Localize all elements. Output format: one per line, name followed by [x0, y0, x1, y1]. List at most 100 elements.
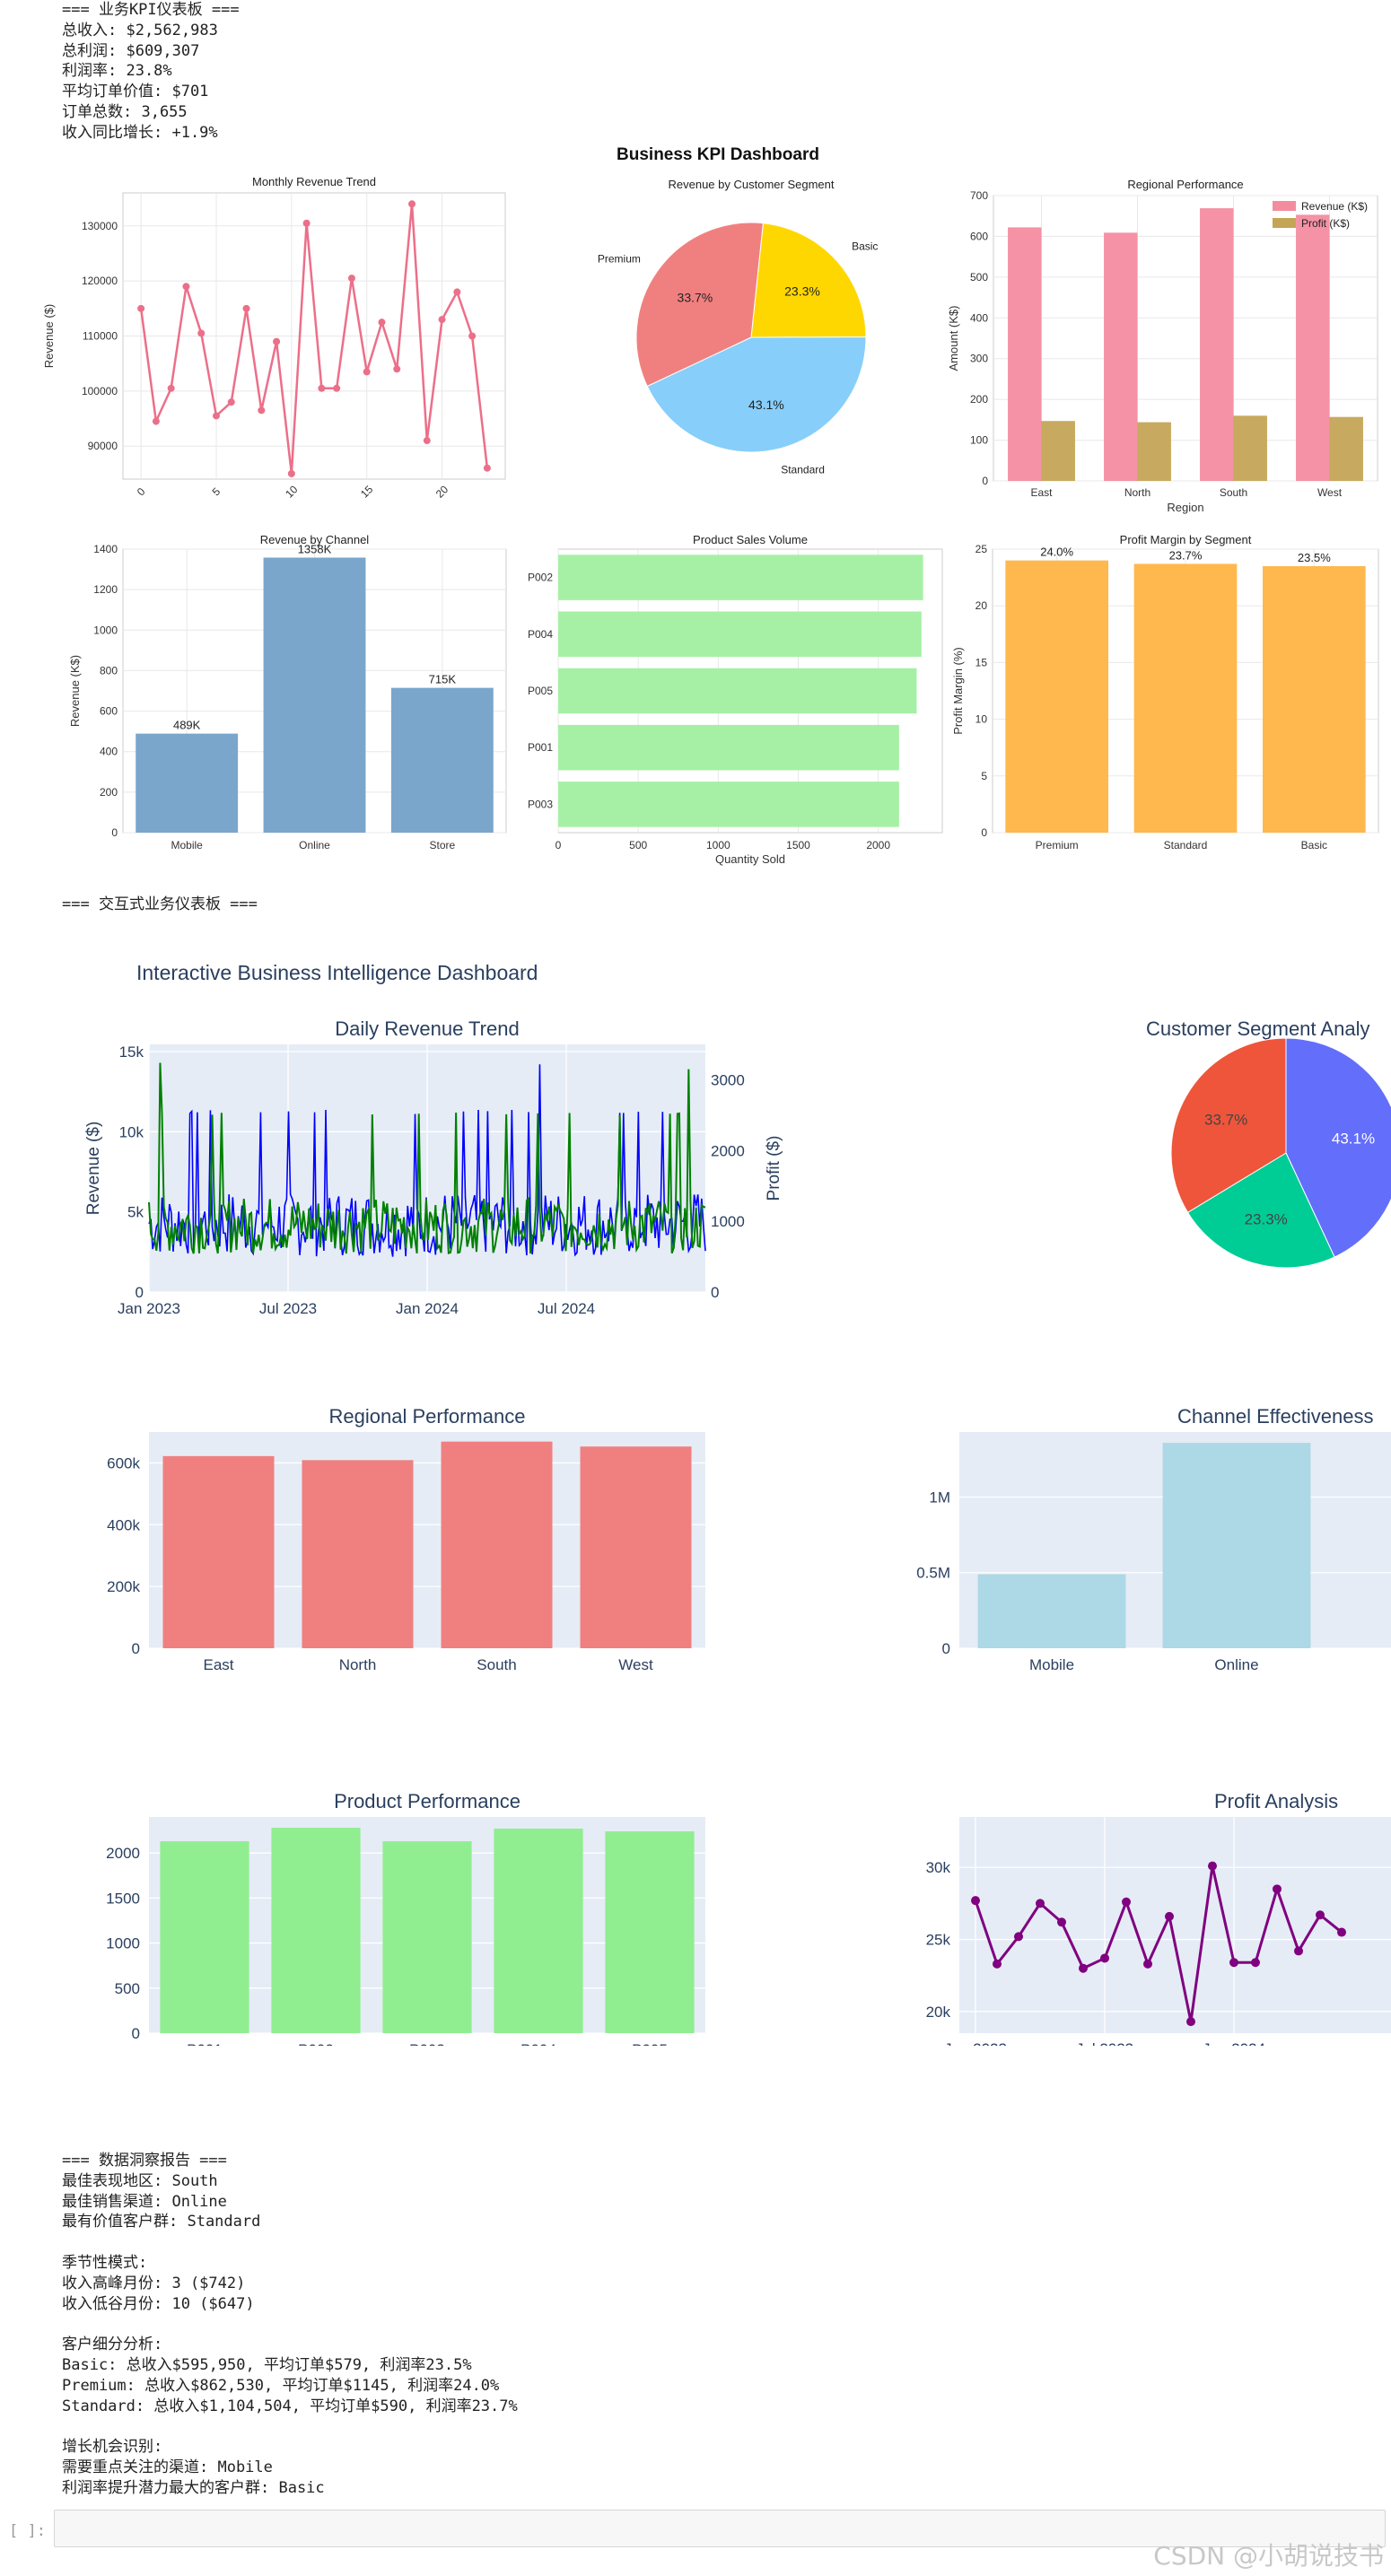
y-tick-label: P004 [528, 628, 553, 641]
y-tick-label: 0 [132, 2025, 140, 2042]
pie-percent-label: 33.7% [1204, 1111, 1247, 1128]
data-point [227, 398, 235, 406]
data-point [453, 288, 461, 296]
bar [263, 557, 366, 833]
y-tick-label: 30k [926, 1859, 951, 1876]
plotly-dashboard-title: Interactive Business Intelligence Dashbo… [136, 961, 538, 984]
insight-line [62, 2416, 518, 2437]
chart-title: Monthly Revenue Trend [252, 175, 376, 188]
y-tick-label: 20 [975, 599, 988, 612]
y2-tick-label: 1000 [711, 1213, 745, 1230]
chart-title: Daily Revenue Trend [335, 1017, 519, 1040]
pie-percent-label: 43.1% [1332, 1130, 1375, 1147]
data-point [1251, 1958, 1260, 1968]
bar [558, 782, 899, 827]
y-tick-label: 600 [100, 705, 118, 718]
bar-revenue [1200, 208, 1234, 481]
pie-slice [1170, 1037, 1287, 1213]
chart-title: Revenue by Channel [260, 533, 370, 546]
bar-revenue [1008, 227, 1042, 481]
product-volume-chart: Product Sales Volume 0 500 1000 1500 2000 P002… [528, 533, 943, 866]
kpi-line: 总收入: $2,562,983 [62, 21, 218, 39]
x-tick-label: North [1124, 486, 1150, 499]
monthly-revenue-chart: Monthly Revenue Trend 90000 100000 110000 12… [42, 175, 506, 501]
data-point [423, 437, 431, 445]
data-point [408, 200, 416, 208]
plotly-regional-chart[interactable]: Regional Performance 0 200k 400k 600k East Nor… [107, 1405, 705, 1673]
pie-percent-label: 43.1% [748, 397, 784, 412]
cell-prompt: [ ]: [9, 2522, 46, 2540]
plotly-product-chart[interactable]: Product Performance 0 500 1000 1500 2000 P001 P… [106, 1790, 705, 2046]
y-tick-label: 1200 [93, 583, 118, 596]
insight-line: 最佳表现地区: South [62, 2171, 218, 2190]
insight-line: 客户细分分析: [62, 2336, 163, 2354]
data-point [258, 406, 266, 415]
y-tick-label: 0 [942, 1640, 950, 1657]
bar [1005, 560, 1108, 833]
data-point [1100, 1953, 1109, 1963]
x-tick-label: West [1317, 486, 1343, 499]
y-tick-label: 600 [970, 230, 988, 242]
y-tick-label: 200 [970, 393, 988, 406]
x-tick-label: 500 [629, 839, 647, 851]
insight-line: Standard: 总收入$1,104,504, 平均订单$590, 利润率23… [62, 2397, 518, 2415]
insight-line: === 数据洞察报告 === [62, 2152, 227, 2170]
chart-title: Product Performance [334, 1790, 521, 1812]
chart-title: Regional Performance [329, 1405, 526, 1428]
x-tick-label: 1500 [786, 839, 810, 851]
x-tick-label: 15 [358, 483, 376, 501]
bar [558, 611, 922, 658]
kpi-report-output: === 业务KPI仪表板 === 总收入: $2,562,983 总利润: $609… [62, 0, 240, 144]
insight-line: Basic: 总收入$595,950, 平均订单$579, 利润率23.5% [62, 2355, 472, 2374]
data-point [1316, 1910, 1325, 1920]
bar [1133, 563, 1238, 833]
y-axis-label: Revenue ($) [84, 1122, 103, 1216]
chart-title: Customer Segment Analy [1146, 1017, 1369, 1040]
y2-tick-label: 2000 [711, 1142, 745, 1159]
series-line-profit [148, 1062, 706, 1254]
data-point [1273, 1884, 1282, 1894]
y-tick-label: 300 [970, 353, 988, 365]
data-point [1079, 1963, 1088, 1973]
data-point [167, 384, 175, 392]
insight-line: Premium: 总收入$862,530, 平均订单$1145, 利润率24.0… [62, 2376, 500, 2395]
chart-title: Profit Margin by Segment [1120, 533, 1252, 546]
y2-tick-label: 0 [711, 1284, 719, 1301]
bar [558, 724, 899, 771]
y-tick-label: 100000 [82, 385, 118, 397]
kpi-line: 收入同比增长: +1.9% [62, 123, 218, 142]
customer-segment-pie[interactable]: Customer Segment Analy 43.1% 23.3% 33.7% [1146, 1017, 1391, 1269]
x-tick-label: Jan 2023 [944, 2040, 1007, 2046]
pie-slice [635, 222, 764, 388]
channel-revenue-chart: Revenue by Channel 0 200 400 600 800 1000 1200 1… [68, 533, 507, 851]
x-tick-label: P005 [632, 2041, 668, 2046]
bar [302, 1460, 414, 1648]
data-point [137, 304, 145, 312]
plotly-channel-chart[interactable]: Channel Effectiveness 0 0.5M 1M Mobile Online [916, 1405, 1391, 1673]
data-point [1294, 1946, 1303, 1956]
pie-slice [1186, 1152, 1335, 1269]
daily-revenue-chart[interactable]: Daily Revenue Trend 0 5k 10k 15k 0 1000 2000 300… [84, 1017, 783, 1317]
code-cell-input[interactable] [54, 2510, 1386, 2547]
data-point [273, 337, 281, 345]
data-point [971, 1896, 980, 1906]
bar-profit [1041, 421, 1075, 481]
y-tick-label: 5 [981, 770, 987, 782]
figure-suptitle: Business KPI Dashboard [617, 145, 819, 164]
plotly-profit-chart[interactable]: Profit Analysis 20k 25k 30k Jan 2023 Jul 2023… [926, 1790, 1391, 2046]
insight-line: 利润率提升潜力最大的客户群: Basic [62, 2478, 325, 2497]
x-tick-label: Standard [1164, 839, 1208, 851]
bar-profit [1233, 415, 1267, 481]
x-tick-label: Jul 2023 [1076, 2040, 1133, 2046]
data-point [1229, 1958, 1238, 1968]
y-tick-label: P003 [528, 798, 553, 810]
x-tick-label: Jan 2024 [1203, 2040, 1265, 2046]
data-label: 24.0% [1040, 546, 1073, 559]
pie-slice [646, 336, 867, 453]
data-point [287, 469, 295, 477]
data-label: 489K [173, 719, 201, 732]
y-tick-label: 1000 [106, 1935, 140, 1952]
legend-label: Profit (K$) [1301, 217, 1350, 230]
plotly-dashboard[interactable]: Interactive Business Intelligence Dashbo… [0, 933, 1391, 2046]
x-axis-label: Quantity Sold [715, 852, 785, 866]
